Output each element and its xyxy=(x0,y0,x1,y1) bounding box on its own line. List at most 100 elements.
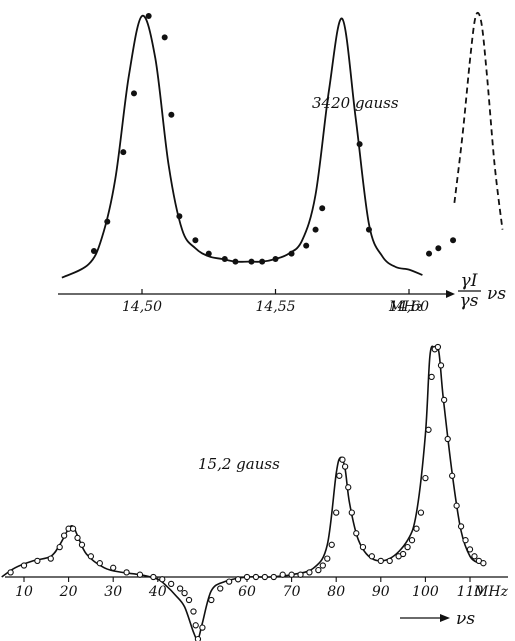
data-point-open xyxy=(262,574,267,579)
data-point-open xyxy=(450,473,455,478)
data-point-open xyxy=(337,473,342,478)
data-point-open xyxy=(182,591,187,596)
data-point-open xyxy=(346,485,351,490)
data-point-filled xyxy=(176,213,182,219)
data-point-open xyxy=(253,574,258,579)
data-point-open xyxy=(349,510,354,515)
data-point-open xyxy=(472,554,477,559)
data-point-open xyxy=(418,510,423,515)
data-point-open xyxy=(88,554,93,559)
data-point-filled xyxy=(168,112,174,118)
data-point-open xyxy=(454,503,459,508)
x-tick-label-top: 14,55 xyxy=(255,299,295,315)
data-point-open xyxy=(360,545,365,550)
data-point-filled xyxy=(426,251,432,257)
data-point-open xyxy=(320,563,325,568)
data-point-filled xyxy=(146,13,152,19)
data-point-filled xyxy=(259,259,265,265)
data-point-open xyxy=(209,597,214,602)
x-tick-label-bottom: 90 xyxy=(372,584,390,600)
data-point-open xyxy=(169,581,174,586)
x-tick-label-top: 14,50 xyxy=(122,299,162,315)
x-tick-label-bottom: 70 xyxy=(283,584,301,600)
data-point-open xyxy=(354,531,359,536)
data-point-filled xyxy=(357,141,363,147)
data-point-open xyxy=(467,547,472,552)
data-point-filled xyxy=(222,256,228,262)
data-point-open xyxy=(21,563,26,568)
data-point-filled xyxy=(248,259,254,265)
data-point-open xyxy=(329,542,334,547)
data-point-filled xyxy=(206,251,212,257)
data-point-open xyxy=(481,561,486,566)
data-point-open xyxy=(458,524,463,529)
data-point-open xyxy=(200,625,205,630)
data-point-open xyxy=(426,427,431,432)
data-point-open xyxy=(414,526,419,531)
data-point-filled xyxy=(120,149,126,155)
data-point-open xyxy=(124,570,129,575)
series-dashed-peak xyxy=(454,13,502,230)
data-point-open xyxy=(435,344,440,349)
data-point-open xyxy=(57,545,62,550)
data-point-filled xyxy=(303,243,309,249)
data-point-open xyxy=(244,574,249,579)
data-point-open xyxy=(409,538,414,543)
data-point-open xyxy=(160,577,165,582)
series-curve-3420-gauss xyxy=(62,16,423,278)
data-point-filled xyxy=(162,34,168,40)
data-point-open xyxy=(334,510,339,515)
data-point-open xyxy=(97,561,102,566)
data-point-open xyxy=(48,556,53,561)
data-point-open xyxy=(429,374,434,379)
data-point-open xyxy=(195,637,200,641)
data-point-open xyxy=(423,476,428,481)
x-tick-label-bottom: 30 xyxy=(104,584,122,600)
data-point-open xyxy=(325,556,330,561)
data-point-open xyxy=(137,572,142,577)
data-point-filled xyxy=(273,256,279,262)
x-axis-symbol-suffix: νs xyxy=(487,284,506,304)
nu-s-arrow-head xyxy=(440,614,450,622)
data-point-open xyxy=(79,542,84,547)
data-point-open xyxy=(178,586,183,591)
data-point-open xyxy=(218,586,223,591)
x-unit-bottom: MHz xyxy=(473,584,509,600)
x-axis-symbol-numerator: γI xyxy=(461,271,478,291)
data-point-open xyxy=(280,572,285,577)
data-point-open xyxy=(463,538,468,543)
x-tick-label-bottom: 100 xyxy=(412,584,439,600)
x-axis-symbol-denominator: γs xyxy=(460,291,479,311)
data-point-filled xyxy=(289,251,295,257)
data-point-open xyxy=(289,572,294,577)
data-point-open xyxy=(369,554,374,559)
annotation-15-2-gauss: 15,2 gauss xyxy=(198,455,280,473)
data-point-open xyxy=(438,363,443,368)
data-point-filled xyxy=(313,227,319,233)
x-axis-top-arrow xyxy=(446,290,455,298)
x-axis-symbol-bottom: νs xyxy=(456,609,475,629)
data-point-filled xyxy=(319,205,325,211)
x-tick-label-bottom: 80 xyxy=(327,584,345,600)
data-point-open xyxy=(271,574,276,579)
data-point-open xyxy=(340,457,345,462)
data-point-open xyxy=(35,558,40,563)
data-point-filled xyxy=(435,245,441,251)
data-point-filled xyxy=(131,90,137,96)
x-tick-label-bottom: 10 xyxy=(15,584,33,600)
x-tick-label-bottom: 20 xyxy=(59,584,78,600)
data-point-open xyxy=(111,565,116,570)
data-point-open xyxy=(75,535,80,540)
x-tick-label-bottom: 60 xyxy=(238,584,256,600)
data-point-open xyxy=(151,574,156,579)
data-point-filled xyxy=(450,237,456,243)
data-point-open xyxy=(445,436,450,441)
data-point-open xyxy=(235,577,240,582)
data-point-filled xyxy=(192,237,198,243)
data-point-open xyxy=(186,597,191,602)
data-point-open xyxy=(193,623,198,628)
data-point-open xyxy=(387,558,392,563)
